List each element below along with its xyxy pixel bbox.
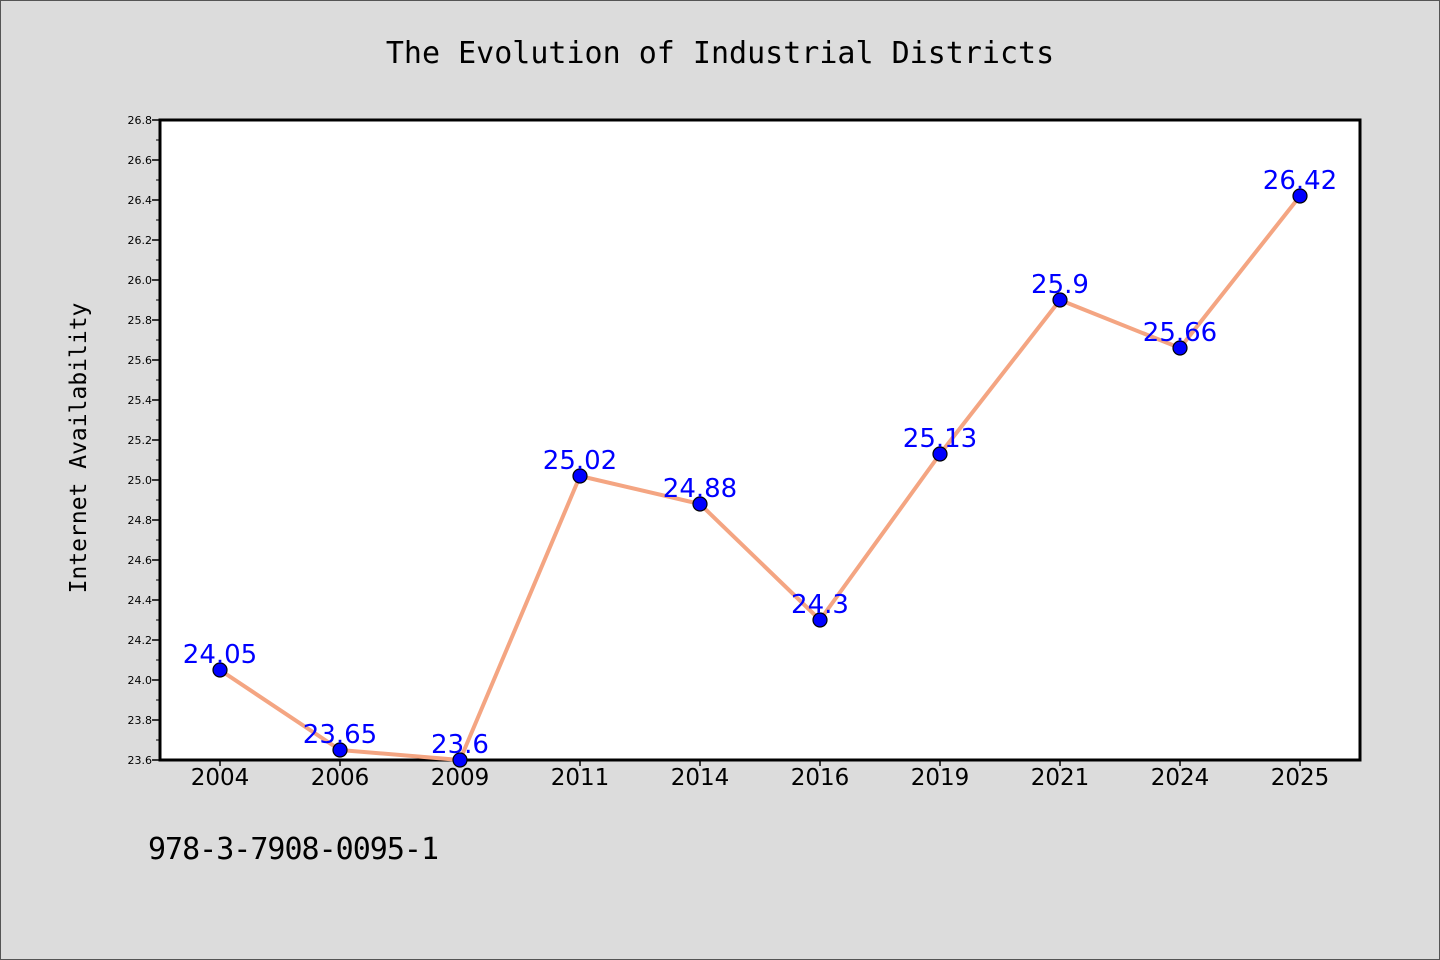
y-tick-label: 26.2 (128, 234, 153, 247)
series-line-group (218, 194, 1302, 762)
y-axis-label: Internet Availability (66, 303, 92, 594)
data-points (212, 188, 1308, 768)
y-tick-label: 24.0 (128, 674, 153, 687)
x-tick-label: 2021 (1031, 765, 1090, 791)
data-point (812, 612, 828, 628)
data-label: 23.6 (431, 730, 489, 760)
plot-area (158, 118, 1362, 762)
data-label: 25.66 (1143, 318, 1217, 348)
y-tick-label: 26.8 (128, 114, 153, 127)
y-tick-label: 25.2 (128, 434, 153, 447)
x-tick-label: 2019 (911, 765, 970, 791)
data-labels: 24.05 23.65 23.6 25.02 24.88 24.3 25.13 25.9 25.… (183, 166, 1337, 760)
x-tick-label: 2009 (431, 765, 490, 791)
x-tick-label: 2016 (791, 765, 850, 791)
x-tick-label: 2014 (671, 765, 730, 791)
y-axis-ticks: 23.6 23.8 24.0 24.2 24.4 24.6 24.8 25.0 25.2 25.4… (128, 114, 160, 767)
data-label: 26.42 (1263, 166, 1337, 196)
data-label: 23.65 (303, 720, 377, 750)
data-point (932, 446, 948, 462)
y-tick-label: 24.4 (128, 594, 153, 607)
data-label: 25.02 (543, 446, 617, 476)
x-tick-label: 2024 (1151, 765, 1210, 791)
data-point (692, 496, 708, 512)
data-point (1172, 340, 1188, 356)
x-tick-label: 2004 (191, 765, 250, 791)
series-line (218, 194, 1302, 762)
data-point (1292, 188, 1308, 204)
y-tick-label: 23.8 (128, 714, 153, 727)
x-tick-label: 2025 (1271, 765, 1330, 791)
data-label: 24.3 (791, 590, 849, 620)
data-point (1052, 292, 1068, 308)
y-tick-label: 25.6 (128, 354, 153, 367)
y-tick-label: 26.0 (128, 274, 153, 287)
y-tick-label: 24.8 (128, 514, 153, 527)
data-point (212, 662, 228, 678)
x-tick-label: 2011 (551, 765, 610, 791)
y-tick-label: 26.6 (128, 154, 153, 167)
x-tick-label: 2006 (311, 765, 370, 791)
isbn-text: 978-3-7908-0095-1 (148, 832, 439, 867)
data-label: 25.13 (903, 424, 977, 454)
y-tick-label: 25.4 (128, 394, 153, 407)
data-label: 24.05 (183, 640, 257, 670)
y-tick-label: 23.6 (128, 754, 153, 767)
y-tick-label: 26.4 (128, 194, 153, 207)
data-point (332, 742, 348, 758)
y-tick-label: 24.6 (128, 554, 153, 567)
y-tick-label: 25.8 (128, 314, 153, 327)
data-label: 24.88 (663, 474, 737, 504)
y-tick-label: 25.0 (128, 474, 153, 487)
x-axis-ticks: 2004 2006 2009 2011 2014 2016 2019 2021 2024 2025 (191, 760, 1330, 791)
data-label: 25.9 (1031, 270, 1089, 300)
chart-title: The Evolution of Industrial Districts (386, 36, 1054, 71)
y-tick-label: 24.2 (128, 634, 153, 647)
data-point (572, 468, 588, 484)
data-point (452, 752, 468, 768)
